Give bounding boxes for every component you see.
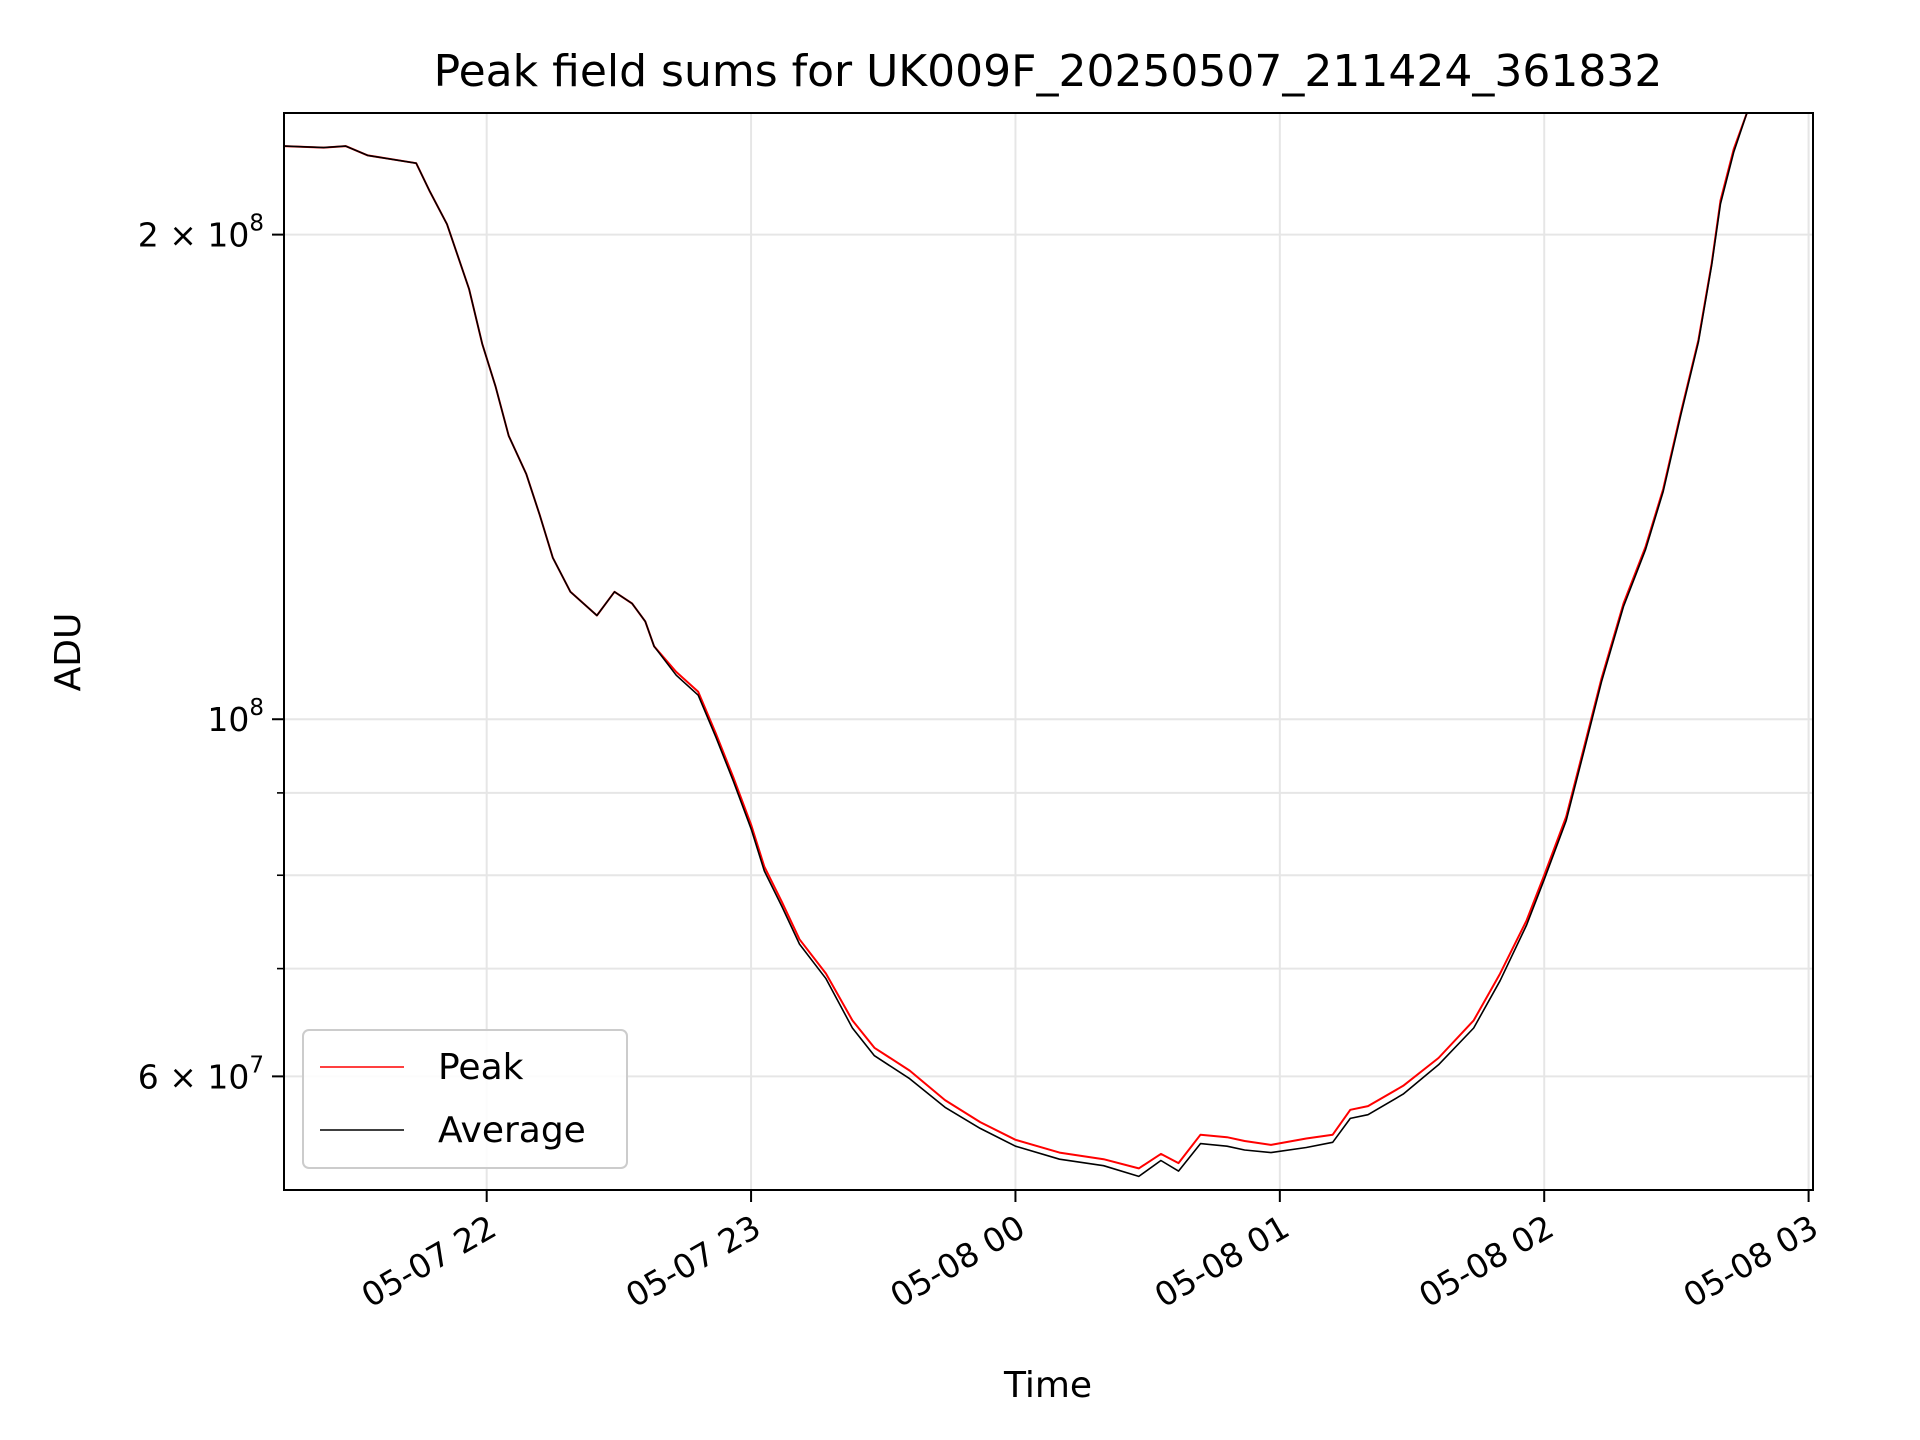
x-axis-label: Time (1003, 1365, 1092, 1406)
x-tick-label: 05-08 00 (883, 1207, 1031, 1315)
y-axis: 2 × 108 108 6 × 107 (138, 211, 284, 1096)
legend-label-average: Average (438, 1110, 586, 1151)
x-tick-label: 05-08 02 (1412, 1207, 1560, 1315)
series-line-average (284, 113, 1813, 1178)
x-tick-label: 05-08 03 (1677, 1207, 1825, 1315)
y-tick-label: 108 (207, 695, 264, 739)
series-line-peak (284, 113, 1813, 1170)
x-tick-label: 05-07 22 (355, 1207, 503, 1315)
y-tick-label: 6 × 107 (138, 1052, 264, 1096)
x-tick-label: 05-08 01 (1148, 1207, 1296, 1315)
y-tick-label: 2 × 108 (138, 211, 264, 255)
plot-frame (283, 112, 1814, 1191)
chart-title: Peak field sums for UK009F_20250507_2114… (434, 46, 1663, 97)
plot-lines (284, 113, 1813, 1178)
x-axis: 05-07 22 05-07 23 05-08 00 05-08 01 05-08 02… (355, 1190, 1825, 1315)
legend-label-peak: Peak (438, 1047, 524, 1088)
grid (284, 113, 1813, 1190)
legend: Peak Average (302, 1029, 628, 1169)
x-tick-label: 05-07 23 (619, 1207, 767, 1315)
legend-box (302, 1029, 628, 1169)
y-axis-label: ADU (48, 613, 89, 692)
